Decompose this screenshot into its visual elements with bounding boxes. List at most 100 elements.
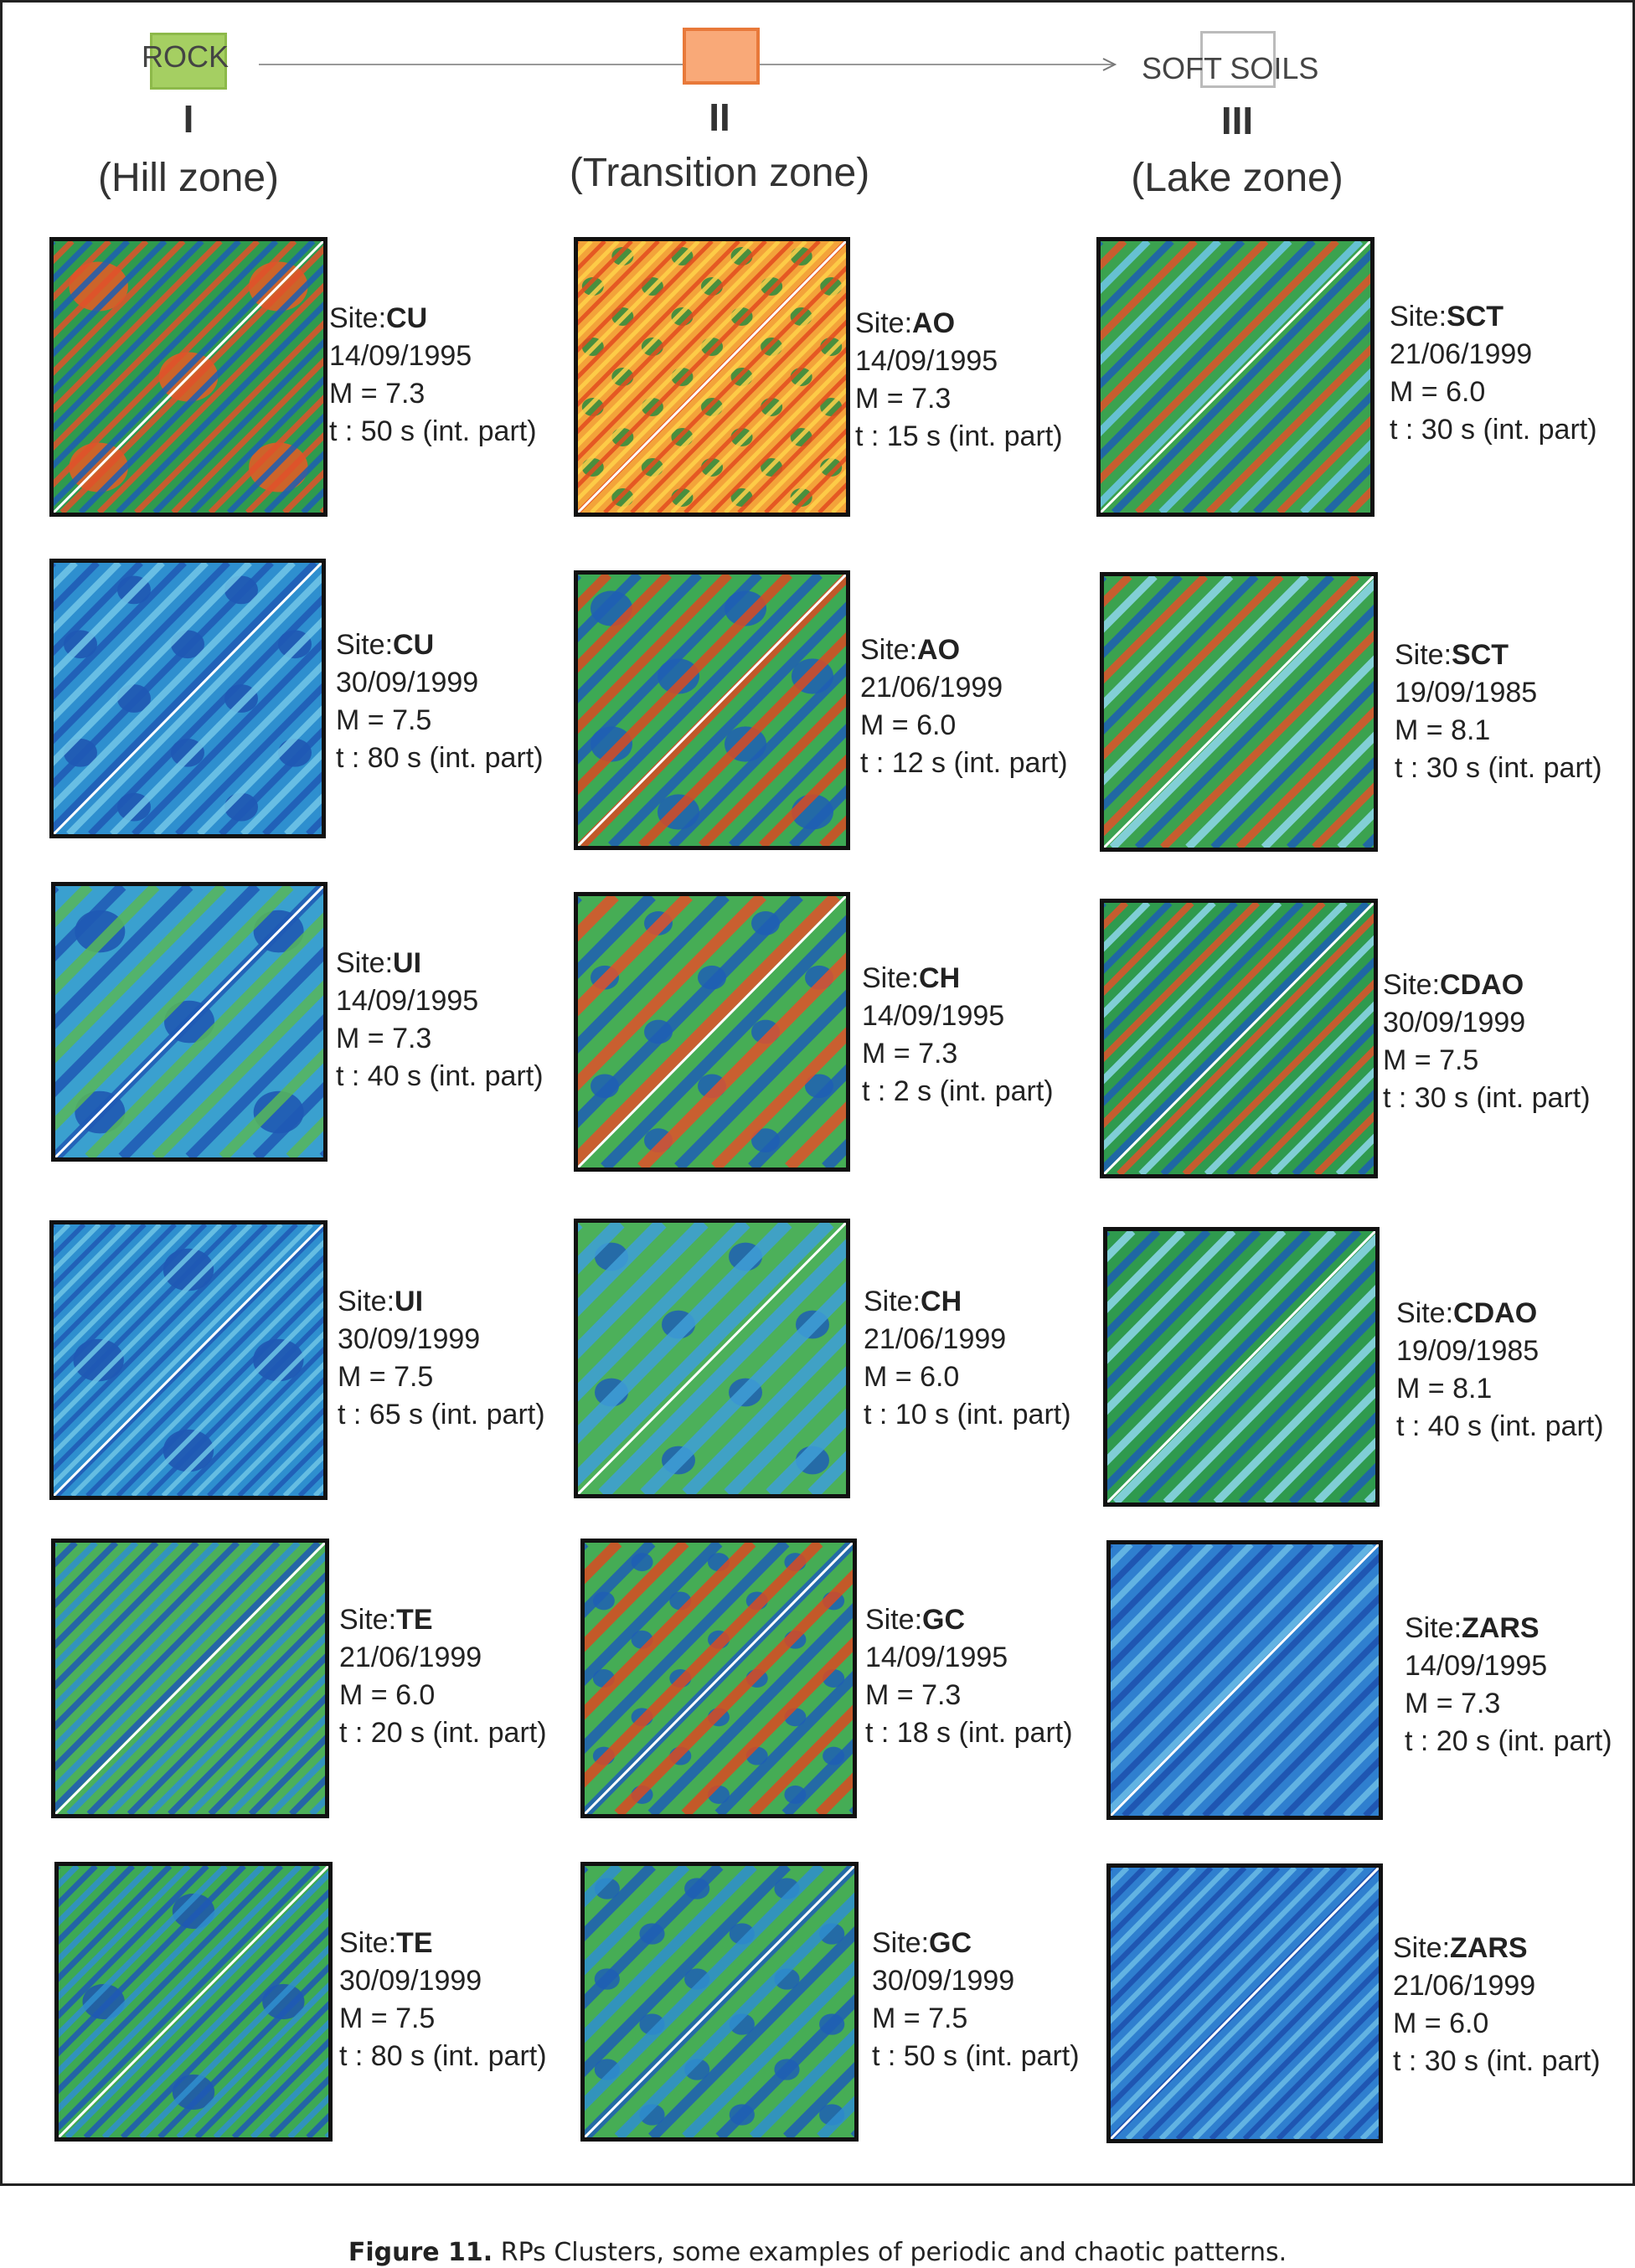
event-date: 14/09/1995 (865, 1642, 1008, 1673)
time-window: t : 80 s (int. part) (336, 742, 544, 774)
magnitude: M = 8.1 (1396, 1373, 1493, 1405)
event-date: 21/06/1999 (339, 1642, 482, 1673)
site-line: Site:UI (336, 945, 544, 982)
plot-info: Site:CH 14/09/1995 M = 7.3 t : 2 s (int. pa… (862, 960, 1054, 1111)
event-date: 14/09/1995 (862, 1000, 1005, 1032)
site-line: Site:CDAO (1396, 1295, 1604, 1332)
event-date: 30/09/1999 (336, 667, 479, 698)
site-code: CH (921, 1286, 962, 1317)
site-code: ZARS (1462, 1612, 1540, 1644)
recurrence-plot-image (51, 882, 328, 1162)
site-line: Site:AO (860, 631, 1068, 669)
time-window: t : 10 s (int. part) (864, 1399, 1071, 1430)
magnitude: M = 6.0 (1393, 2008, 1489, 2039)
site-line: Site:SCT (1395, 637, 1602, 674)
time-window: t : 40 s (int. part) (1396, 1410, 1604, 1442)
figure-frame: ROCK SOFT SOILS I II III (Hill zone) (Tr… (0, 0, 1635, 2186)
recurrence-plot-image (574, 892, 850, 1172)
site-prefix: Site: (1393, 1932, 1451, 1964)
time-window: t : 50 s (int. part) (329, 415, 537, 447)
site-prefix: Site: (339, 1604, 397, 1636)
recurrence-plot-image (1106, 1863, 1383, 2143)
time-window: t : 12 s (int. part) (860, 747, 1068, 779)
event-date: 21/06/1999 (864, 1323, 1007, 1355)
zone-1-name: (Hill zone) (97, 156, 280, 200)
site-line: Site:CU (336, 626, 544, 664)
time-window: t : 80 s (int. part) (339, 2040, 547, 2072)
time-window: t : 20 s (int. part) (339, 1717, 547, 1749)
site-prefix: Site: (1383, 969, 1441, 1001)
plot-info: Site:CU 14/09/1995 M = 7.3 t : 50 s (int. p… (329, 300, 537, 451)
site-line: Site:GC (872, 1925, 1080, 1962)
recurrence-plot-image (1100, 572, 1378, 852)
event-date: 19/09/1985 (1395, 677, 1538, 709)
site-code: SCT (1452, 639, 1509, 671)
site-prefix: Site: (860, 634, 918, 666)
plot-info: Site:CH 21/06/1999 M = 6.0 t : 10 s (int. p… (864, 1283, 1071, 1434)
site-line: Site:CH (862, 960, 1054, 997)
event-date: 14/09/1995 (855, 345, 998, 377)
event-date: 30/09/1999 (872, 1965, 1015, 1997)
zone-3-numeral: III (1220, 99, 1254, 142)
site-code: SCT (1447, 301, 1504, 332)
time-window: t : 18 s (int. part) (865, 1717, 1073, 1749)
site-code: CU (386, 302, 428, 334)
site-line: Site:CU (329, 300, 537, 338)
plot-info: Site:AO 14/09/1995 M = 7.3 t : 15 s (int. p… (855, 305, 1063, 456)
time-window: t : 30 s (int. part) (1395, 752, 1602, 784)
rock-label: ROCK (142, 39, 230, 74)
magnitude: M = 7.5 (1383, 1044, 1479, 1076)
zone-2-name: (Transition zone) (569, 151, 870, 195)
magnitude: M = 7.5 (872, 2003, 968, 2034)
time-window: t : 30 s (int. part) (1393, 2045, 1601, 2077)
site-line: Site:TE (339, 1601, 547, 1639)
site-prefix: Site: (339, 1927, 397, 1959)
transition-color-swatch (683, 28, 760, 85)
plot-info: Site:CDAO 30/09/1999 M = 7.5 t : 30 s (int.… (1383, 966, 1591, 1117)
site-code: GC (929, 1927, 972, 1959)
site-prefix: Site: (338, 1286, 395, 1317)
event-date: 21/06/1999 (1393, 1970, 1536, 2002)
site-prefix: Site: (1395, 639, 1452, 671)
event-date: 30/09/1999 (1383, 1007, 1526, 1039)
recurrence-plot-image (574, 1219, 850, 1498)
event-date: 21/06/1999 (1390, 338, 1533, 370)
site-code: UI (395, 1286, 424, 1317)
recurrence-plot-image (1106, 1540, 1383, 1820)
recurrence-plot-image (49, 1220, 328, 1500)
time-window: t : 50 s (int. part) (872, 2040, 1080, 2072)
time-window: t : 15 s (int. part) (855, 420, 1063, 452)
site-prefix: Site: (329, 302, 387, 334)
plot-info: Site:TE 21/06/1999 M = 6.0 t : 20 s (int. p… (339, 1601, 547, 1752)
magnitude: M = 7.5 (339, 2003, 436, 2034)
recurrence-plot-image (574, 570, 850, 850)
recurrence-plot-image (580, 1862, 859, 2142)
site-line: Site:AO (855, 305, 1063, 343)
site-prefix: Site: (864, 1286, 921, 1317)
magnitude: M = 7.5 (336, 704, 432, 736)
magnitude: M = 7.5 (338, 1361, 434, 1393)
site-prefix: Site: (1405, 1612, 1462, 1644)
site-line: Site:ZARS (1393, 1930, 1601, 1967)
time-window: t : 30 s (int. part) (1383, 1082, 1591, 1114)
magnitude: M = 6.0 (1390, 376, 1486, 408)
plot-info: Site:UI 14/09/1995 M = 7.3 t : 40 s (int. p… (336, 945, 544, 1095)
plot-info: Site:GC 30/09/1999 M = 7.5 t : 50 s (int. p… (872, 1925, 1080, 2075)
plot-info: Site:ZARS 21/06/1999 M = 6.0 t : 30 s (int.… (1393, 1930, 1601, 2080)
magnitude: M = 7.3 (1405, 1688, 1501, 1719)
magnitude: M = 7.3 (329, 378, 426, 410)
recurrence-plot-image (49, 559, 326, 838)
magnitude: M = 7.3 (865, 1679, 962, 1711)
recurrence-plot-image (51, 1539, 329, 1818)
plot-info: Site:CDAO 19/09/1985 M = 8.1 t : 40 s (int.… (1396, 1295, 1604, 1446)
magnitude: M = 7.3 (855, 383, 952, 415)
event-date: 14/09/1995 (1405, 1650, 1548, 1682)
magnitude: M = 7.3 (336, 1023, 432, 1054)
recurrence-plot-image (49, 237, 328, 517)
plot-info: Site:SCT 21/06/1999 M = 6.0 t : 30 s (int. … (1390, 298, 1597, 449)
magnitude: M = 6.0 (860, 709, 957, 741)
rock-color-swatch (150, 33, 227, 90)
plot-info: Site:GC 14/09/1995 M = 7.3 t : 18 s (int. p… (865, 1601, 1073, 1752)
plot-info: Site:SCT 19/09/1985 M = 8.1 t : 30 s (int. … (1395, 637, 1602, 787)
site-code: CU (393, 629, 435, 661)
